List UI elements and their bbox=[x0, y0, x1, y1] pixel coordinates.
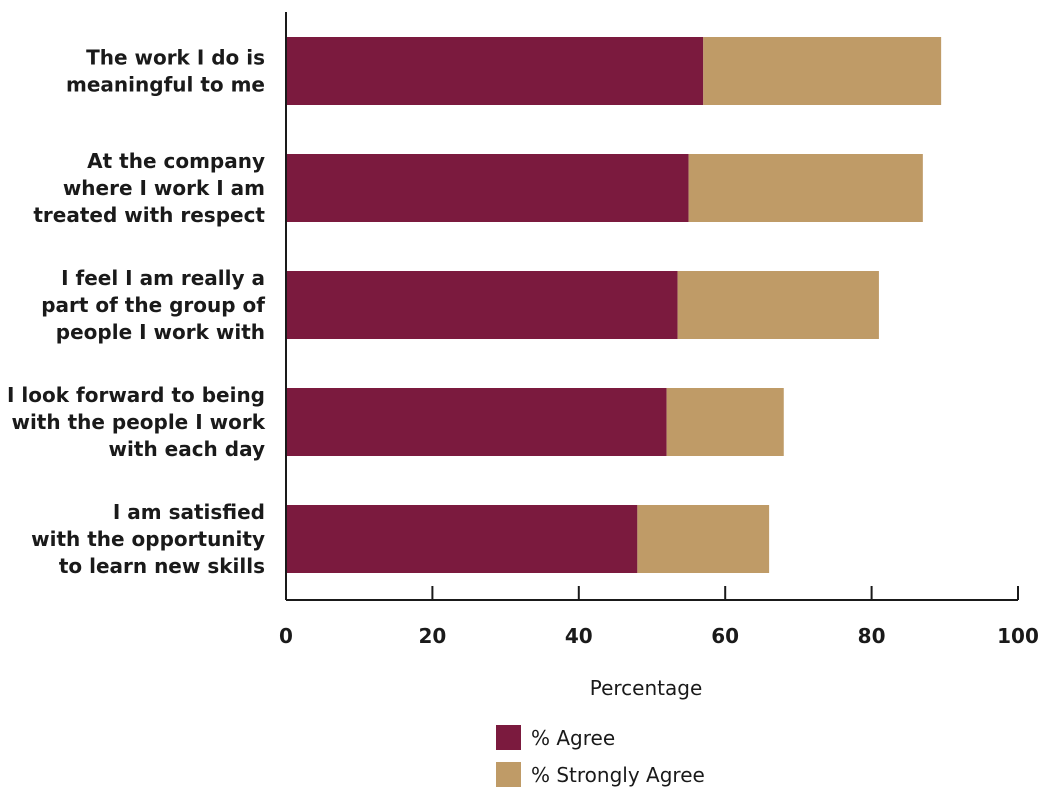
category-label: with each day bbox=[109, 437, 265, 461]
x-tick-label: 40 bbox=[565, 624, 593, 648]
bar-agree-5 bbox=[286, 505, 638, 573]
category-label: with the opportunity bbox=[31, 527, 265, 551]
bar-strongly-agree-1 bbox=[703, 37, 942, 105]
x-tick-label: 20 bbox=[418, 624, 446, 648]
legend-swatch bbox=[496, 725, 521, 750]
legend: % Agree % Strongly Agree bbox=[496, 725, 705, 787]
x-tick-label: 0 bbox=[279, 624, 293, 648]
category-label: part of the group of bbox=[41, 293, 265, 317]
bar-strongly-agree-3 bbox=[677, 271, 879, 339]
bar-agree-2 bbox=[286, 154, 689, 222]
x-tick-label: 60 bbox=[711, 624, 739, 648]
category-label: with the people I work bbox=[11, 410, 265, 434]
category-label: people I work with bbox=[56, 320, 265, 344]
bar-strongly-agree-5 bbox=[637, 505, 770, 573]
legend-label: % Strongly Agree bbox=[531, 763, 705, 787]
x-axis-title: Percentage bbox=[590, 676, 703, 700]
bar-agree-1 bbox=[286, 37, 704, 105]
legend-label: % Agree bbox=[531, 726, 615, 750]
category-label: I feel I am really a bbox=[61, 266, 265, 290]
category-label: I look forward to being bbox=[7, 383, 265, 407]
x-tick-label: 80 bbox=[858, 624, 886, 648]
category-labels: The work I do is meaningful to me At the c… bbox=[7, 46, 266, 579]
category-label: where I work I am bbox=[63, 176, 265, 200]
category-label: At the company bbox=[87, 149, 265, 173]
bar-agree-4 bbox=[286, 388, 667, 456]
bar-agree-3 bbox=[286, 271, 678, 339]
category-label: I am satisfied bbox=[113, 500, 265, 524]
bar-strongly-agree-2 bbox=[688, 154, 923, 222]
category-label: treated with respect bbox=[33, 203, 265, 227]
category-label: The work I do is bbox=[86, 46, 265, 70]
legend-swatch bbox=[496, 762, 521, 787]
category-label: to learn new skills bbox=[59, 554, 265, 578]
x-axis: 0 20 40 60 80 100 bbox=[279, 12, 1039, 648]
bars-group bbox=[286, 37, 942, 573]
category-label: meaningful to me bbox=[66, 73, 265, 97]
x-tick-label: 100 bbox=[997, 624, 1039, 648]
bar-strongly-agree-4 bbox=[666, 388, 784, 456]
